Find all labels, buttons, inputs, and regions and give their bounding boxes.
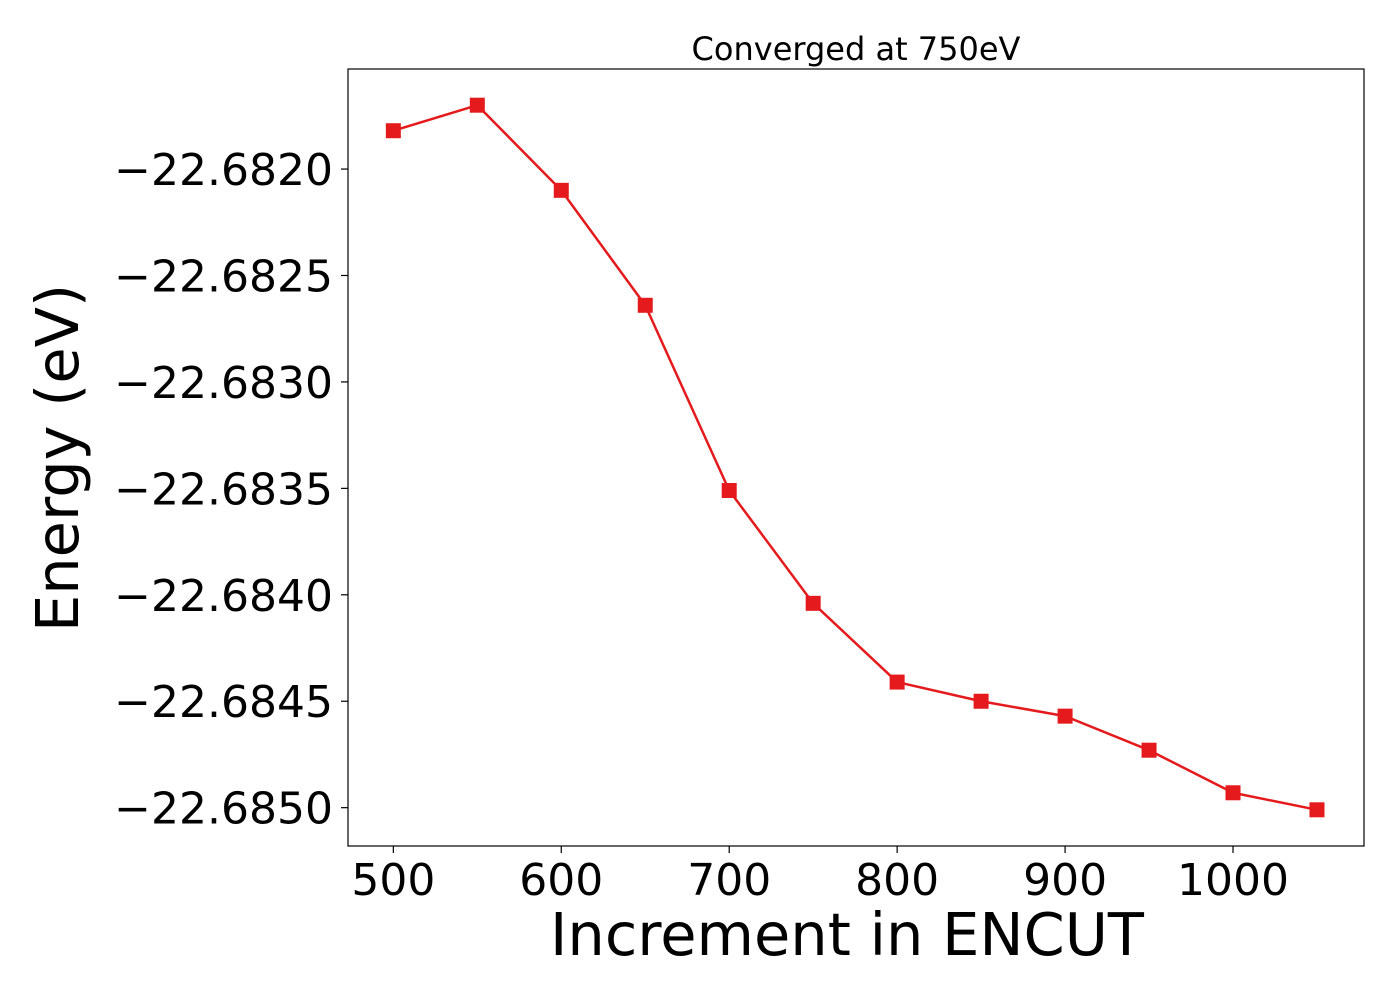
y-tick-label: −22.6850: [114, 784, 333, 835]
chart-title: Converged at 750eV: [692, 30, 1021, 68]
x-tick-label: 500: [351, 855, 435, 906]
series-line: [392, 103, 1318, 812]
data-point-marker: [721, 482, 737, 498]
data-point-marker: [1057, 708, 1073, 724]
data-point-marker: [553, 182, 569, 198]
plot-area-frame: [347, 68, 1365, 847]
y-tick-label: −22.6840: [114, 571, 333, 622]
series-group: [385, 97, 1325, 818]
data-point-marker: [805, 595, 821, 611]
y-axis-label: Energy (eV): [23, 284, 92, 632]
data-point-marker: [637, 297, 653, 313]
data-point-marker: [1141, 742, 1157, 758]
data-point-marker: [973, 693, 989, 709]
data-point-marker: [1225, 785, 1241, 801]
axis-ticks: 500 600 700 800 900 1000 −22.6820 −22.6825 −22.6…: [114, 145, 1289, 906]
y-tick-label: −22.6820: [114, 145, 333, 196]
y-tick-label: −22.6835: [114, 464, 333, 515]
x-tick-label: 600: [519, 855, 603, 906]
data-point-marker: [385, 123, 401, 139]
x-tick-label: 900: [1023, 855, 1107, 906]
x-tick-label: 800: [855, 855, 939, 906]
x-tick-label: 700: [687, 855, 771, 906]
data-point-marker: [469, 97, 485, 113]
x-axis-label: Increment in ENCUT: [550, 900, 1145, 969]
data-point-marker: [1309, 802, 1325, 818]
y-tick-label: −22.6825: [114, 251, 333, 302]
y-tick-label: −22.6845: [114, 677, 333, 728]
y-tick-label: −22.6830: [114, 358, 333, 409]
data-point-marker: [889, 674, 905, 690]
x-tick-label: 1000: [1177, 855, 1289, 906]
